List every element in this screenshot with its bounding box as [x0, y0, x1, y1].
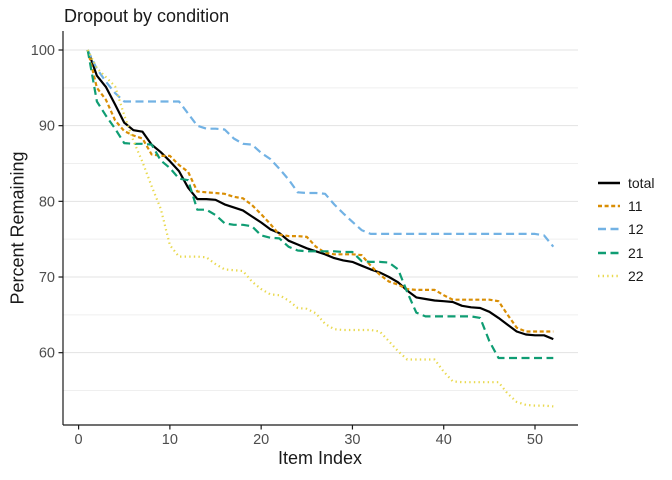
legend-key-11 [598, 204, 620, 208]
legend-item-12: 12 [597, 218, 654, 241]
series-line-21 [86, 49, 554, 360]
legend-key-total [598, 181, 620, 184]
legend-key-12 [598, 228, 620, 231]
legend-item-21: 21 [597, 241, 654, 264]
x-tick-label-10: 10 [162, 432, 178, 448]
legend-label-22: 22 [628, 268, 644, 285]
legend-label-12: 12 [628, 221, 644, 238]
x-tick-label-0: 0 [75, 432, 83, 448]
y-tick-label-60: 60 [39, 346, 55, 362]
legend-label-total: total [628, 174, 655, 191]
series-line-12 [86, 49, 555, 248]
y-tick-label-90: 90 [39, 119, 55, 135]
x-axis-title: Item Index [277, 448, 363, 468]
legend-item-22: 22 [597, 265, 654, 288]
y-tick-label-80: 80 [39, 194, 55, 210]
x-tick-label-40: 40 [436, 432, 452, 448]
series-line-total [86, 49, 554, 341]
legend: total 11 12 21 22 [597, 171, 654, 288]
x-tick-label-30: 30 [344, 432, 360, 448]
legend-label-11: 11 [628, 198, 643, 215]
y-tick-label-100: 100 [31, 43, 55, 59]
legend-label-21: 21 [628, 244, 644, 261]
y-axis-title: Percent Remaining [7, 151, 28, 305]
legend-key-21 [598, 251, 620, 255]
legend-item-total: total [597, 171, 654, 194]
legend-key-22 [598, 275, 620, 278]
series-line-11 [86, 49, 554, 333]
x-tick-label-50: 50 [527, 432, 543, 448]
y-tick-label-70: 70 [39, 270, 55, 286]
x-tick-label-20: 20 [253, 432, 269, 448]
chart-title: Dropout by condition [64, 6, 230, 26]
legend-item-11: 11 [597, 194, 654, 217]
